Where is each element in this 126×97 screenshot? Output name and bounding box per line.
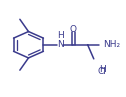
- Text: O: O: [70, 25, 77, 34]
- Text: H: H: [57, 31, 64, 40]
- Text: N: N: [57, 40, 64, 49]
- Text: Cl: Cl: [98, 67, 107, 76]
- Text: H: H: [99, 65, 106, 74]
- Text: NH₂: NH₂: [103, 40, 120, 49]
